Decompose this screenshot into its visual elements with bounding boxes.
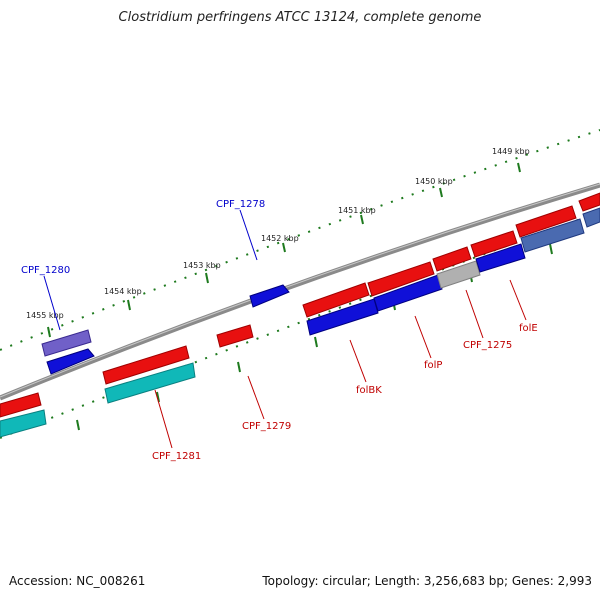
reverse-genes [0, 207, 600, 438]
genome-backbone [0, 182, 600, 401]
tick-label: 1454 kbp [104, 287, 142, 296]
tick-label: 1453 kbp [183, 261, 221, 270]
gene-label-cpf1281[interactable]: CPF_1281 [152, 451, 201, 462]
gene-label-fole[interactable]: folE [519, 323, 538, 334]
gene-steel-edge[interactable] [582, 207, 600, 228]
gene-fole-rev[interactable] [475, 243, 526, 273]
inner-scale-track [0, 211, 600, 439]
leader-lines [43, 209, 527, 449]
gene-red-right[interactable] [515, 205, 577, 238]
gene-label-cpf1275[interactable]: CPF_1275 [463, 340, 512, 351]
gene-cpf1275[interactable] [432, 246, 472, 272]
tick-label: 1451 kbp [338, 206, 376, 215]
tick-label: 1450 kbp [415, 177, 453, 186]
map-title: Clostridium perfringens ATCC 13124, comp… [118, 10, 482, 25]
tick-label: 1449 kbp [492, 147, 530, 156]
gene-cpf1280[interactable] [41, 329, 92, 357]
gene-cpf1280-rev[interactable] [46, 348, 95, 375]
accession-text: Accession: NC_008261 [9, 574, 146, 588]
gene-cyan-1[interactable] [104, 362, 196, 404]
gene-cpf1278[interactable] [249, 284, 290, 308]
gene-label-cpf1279[interactable]: CPF_1279 [242, 421, 291, 432]
forward-genes [0, 192, 600, 418]
gene-cyan-2[interactable] [0, 409, 47, 438]
tick-label: 1452 kbp [261, 234, 299, 243]
gene-label-folbk[interactable]: folBK [356, 385, 382, 396]
gene-red-left[interactable] [0, 392, 42, 418]
gene-cpf1281[interactable] [102, 345, 190, 385]
gene-label-cpf1278[interactable]: CPF_1278 [216, 199, 265, 210]
gene-red-edge[interactable] [578, 192, 600, 212]
genome-summary: Topology: circular; Length: 3,256,683 bp… [262, 574, 592, 588]
gene-fole[interactable] [470, 230, 518, 258]
gene-cpf1279[interactable] [216, 324, 254, 348]
gene-cpf1275-rev[interactable] [436, 260, 481, 289]
gene-folp-rev[interactable] [373, 274, 443, 312]
gene-label-cpf1280[interactable]: CPF_1280 [21, 265, 70, 276]
gene-folp[interactable] [367, 261, 435, 297]
tick-label: 1455 kbp [26, 311, 64, 320]
gene-folbk-rev[interactable] [306, 298, 379, 336]
gene-folbk[interactable] [302, 282, 370, 318]
gene-label-folp[interactable]: folP [424, 360, 442, 371]
gene-steel-rev[interactable] [520, 218, 585, 253]
